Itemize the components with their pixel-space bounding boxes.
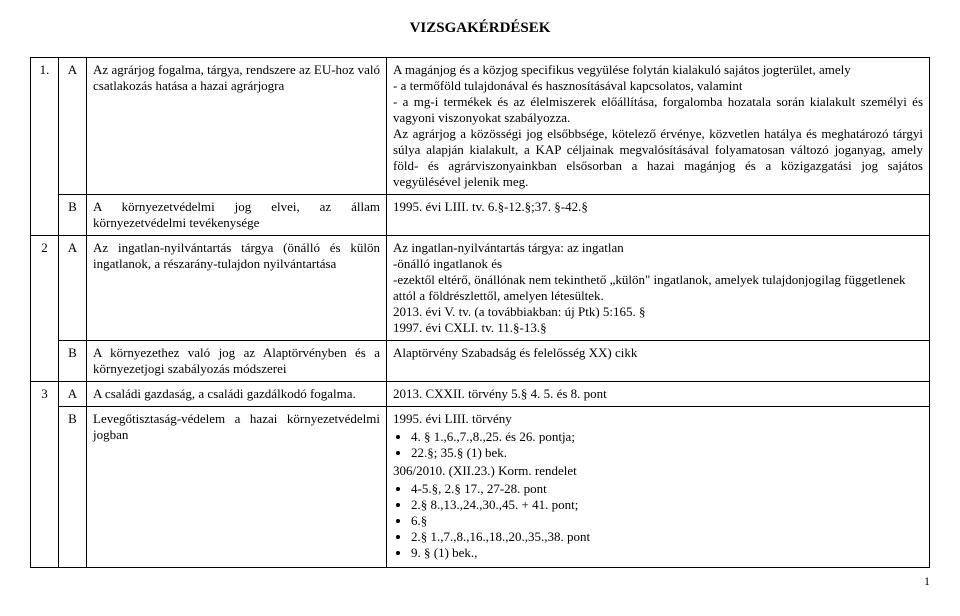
table-row: B A környezetvédelmi jog elvei, az állam… [31, 195, 930, 236]
answer-bullets: 4. § 1.,6.,7.,8.,25. és 26. pontja; 22.§… [411, 429, 923, 461]
row-number: 1. [31, 58, 59, 236]
page-number: 1 [30, 574, 930, 589]
answer-cell: 1995. évi LIII. törvény 4. § 1.,6.,7.,8.… [387, 407, 930, 568]
answer-line: 1997. évi CXLI. tv. 11.§-13.§ [393, 320, 923, 336]
table-row: B Levegőtisztaság-védelem a hazai környe… [31, 407, 930, 568]
answer-heading: 306/2010. (XII.23.) Korm. rendelet [393, 463, 923, 479]
answer-cell: Alaptörvény Szabadság és felelősség XX) … [387, 341, 930, 382]
list-item: 6.§ [411, 513, 923, 529]
answer-bullets: 4-5.§, 2.§ 17., 27-28. pont 2.§ 8.,13.,2… [411, 481, 923, 561]
answer-line: 2013. évi V. tv. (a továbbiakban: új Ptk… [393, 304, 923, 320]
answer-cell: 2013. CXXII. törvény 5.§ 4. 5. és 8. pon… [387, 382, 930, 407]
list-item: 4. § 1.,6.,7.,8.,25. és 26. pontja; [411, 429, 923, 445]
question-cell: Levegőtisztaság-védelem a hazai környeze… [87, 407, 387, 568]
row-ab: B [59, 407, 87, 568]
row-ab: A [59, 382, 87, 407]
list-item: 9. § (1) bek., [411, 545, 923, 561]
page-title: VIZSGAKÉRDÉSEK [30, 20, 930, 37]
answer-heading: 1995. évi LIII. törvény [393, 411, 923, 427]
row-number: 3 [31, 382, 59, 568]
answer-line: - a termőföld tulajdonával és hasznosítá… [393, 78, 923, 94]
table-row: B A környezethez való jog az Alaptörvény… [31, 341, 930, 382]
list-item: 22.§; 35.§ (1) bek. [411, 445, 923, 461]
question-cell: A környezethez való jog az Alaptörvénybe… [87, 341, 387, 382]
table-row: 2 A Az ingatlan-nyilvántartás tárgya (ön… [31, 236, 930, 341]
answer-line: -ezektől eltérő, önállónak nem tekinthet… [393, 272, 923, 304]
answer-line: Az agrárjog a közösségi jog elsőbbsége, … [393, 126, 923, 190]
exam-table: 1. A Az agrárjog fogalma, tárgya, rendsz… [30, 57, 930, 568]
list-item: 2.§ 8.,13.,24.,30.,45. + 41. pont; [411, 497, 923, 513]
answer-cell: Az ingatlan-nyilvántartás tárgya: az ing… [387, 236, 930, 341]
row-ab: A [59, 58, 87, 195]
question-cell: A családi gazdaság, a családi gazdálkodó… [87, 382, 387, 407]
answer-line: -önálló ingatlanok és [393, 256, 923, 272]
question-cell: Az ingatlan-nyilvántartás tárgya (önálló… [87, 236, 387, 341]
answer-cell: A magánjog és a közjog specifikus vegyül… [387, 58, 930, 195]
answer-line: A magánjog és a közjog specifikus vegyül… [393, 62, 923, 78]
row-ab: B [59, 341, 87, 382]
row-ab: A [59, 236, 87, 341]
table-row: 3 A A családi gazdaság, a családi gazdál… [31, 382, 930, 407]
question-cell: Az agrárjog fogalma, tárgya, rendszere a… [87, 58, 387, 195]
question-cell: A környezetvédelmi jog elvei, az állam k… [87, 195, 387, 236]
list-item: 2.§ 1.,7.,8.,16.,18.,20.,35.,38. pont [411, 529, 923, 545]
answer-cell: 1995. évi LIII. tv. 6.§-12.§;37. §-42.§ [387, 195, 930, 236]
answer-line: Az ingatlan-nyilvántartás tárgya: az ing… [393, 240, 923, 256]
list-item: 4-5.§, 2.§ 17., 27-28. pont [411, 481, 923, 497]
row-ab: B [59, 195, 87, 236]
answer-line: - a mg-i termékek és az élelmiszerek elő… [393, 94, 923, 126]
table-row: 1. A Az agrárjog fogalma, tárgya, rendsz… [31, 58, 930, 195]
row-number: 2 [31, 236, 59, 382]
